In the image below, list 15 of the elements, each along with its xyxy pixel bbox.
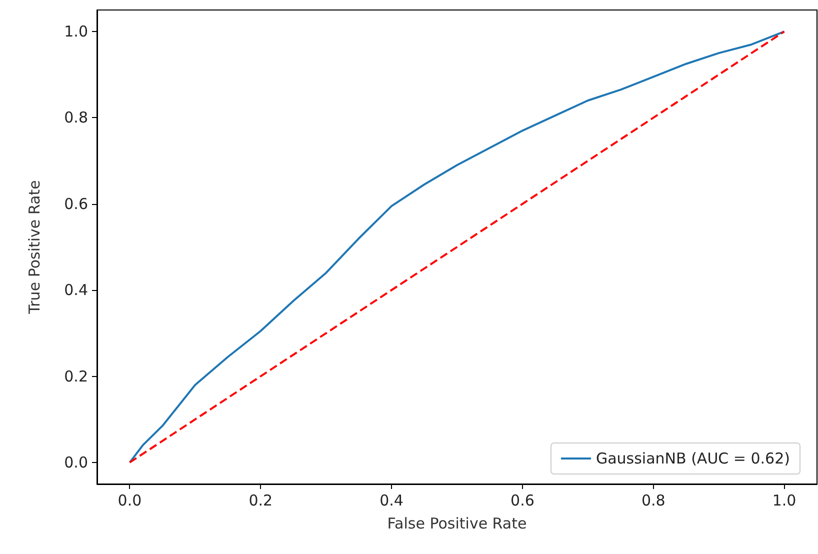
x-tick-label: 1.0 — [772, 492, 796, 510]
y-tick-label: 0.2 — [64, 367, 88, 386]
x-tick-label: 0.6 — [510, 492, 534, 510]
x-axis-title: False Positive Rate — [387, 514, 527, 532]
y-tick-label: 1.0 — [64, 22, 88, 41]
x-tick-label: 0.4 — [380, 492, 404, 510]
y-tick-label: 0.0 — [64, 453, 88, 472]
x-tick-label: 0.2 — [248, 492, 273, 510]
y-tick-label: 0.4 — [64, 281, 88, 300]
y-tick-label: 0.6 — [64, 194, 88, 213]
y-tick-label: 0.8 — [64, 108, 88, 127]
x-tick-label: 0.8 — [641, 492, 666, 510]
legend-label: GaussianNB (AUC = 0.62) — [596, 450, 790, 468]
x-tick-label: 0.0 — [118, 492, 142, 510]
y-axis-title: True Positive Rate — [26, 180, 44, 315]
